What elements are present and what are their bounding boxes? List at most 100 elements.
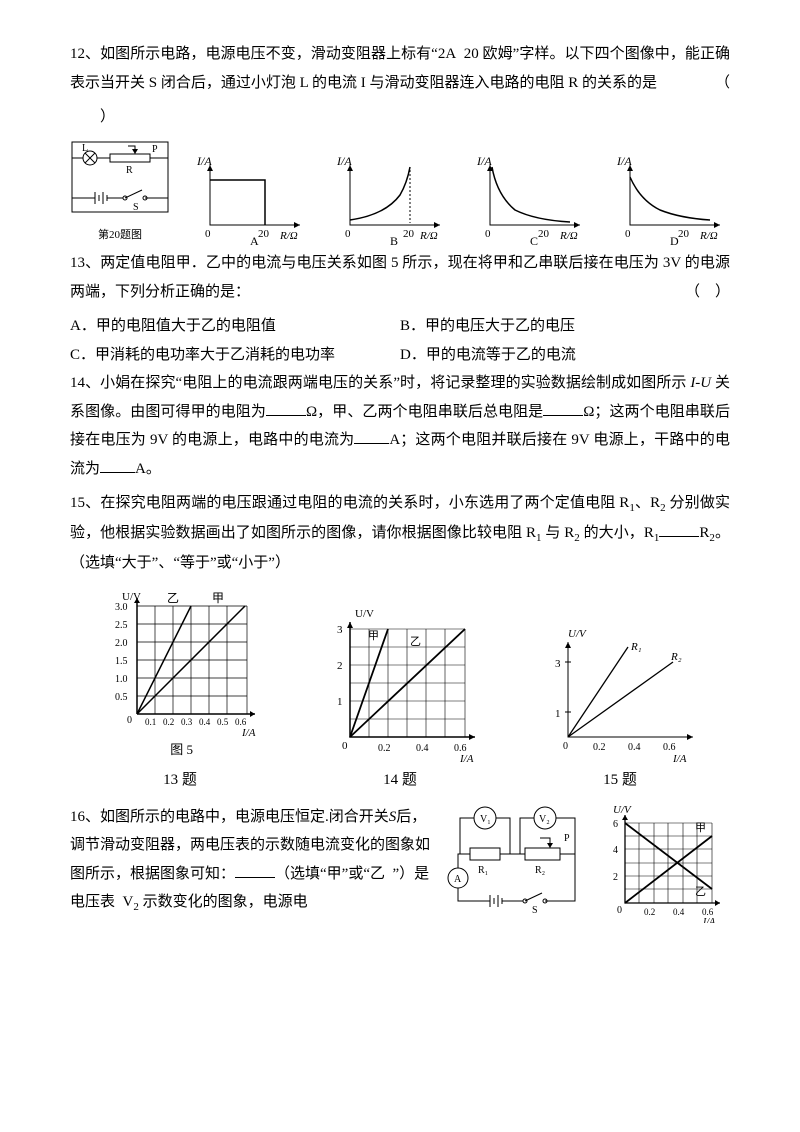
svg-text:A: A [454, 874, 462, 885]
q12-figures: L P R S 第20题图 I/A 0 20 [70, 140, 730, 246]
svg-text:0: 0 [345, 228, 351, 240]
q13-opt-b: B．甲的电压大于乙的电压 [400, 312, 730, 341]
q13-opt-d: D．甲的电流等于乙的电流 [400, 341, 730, 370]
svg-text:0: 0 [342, 740, 348, 752]
svg-text:R₁: R₁ [630, 641, 642, 653]
q12-graph-d: I/A 0 20 R/Ω D [615, 155, 730, 245]
svg-text:1.5: 1.5 [115, 656, 128, 667]
svg-text:I/A: I/A [702, 917, 716, 923]
svg-text:乙: 乙 [410, 635, 421, 648]
svg-text:0: 0 [485, 228, 491, 240]
svg-text:2.0: 2.0 [115, 638, 128, 649]
svg-text:R₂: R₂ [535, 865, 545, 876]
svg-text:0.5: 0.5 [115, 692, 128, 703]
svg-text:0: 0 [625, 228, 631, 240]
svg-text:0: 0 [205, 228, 211, 240]
svg-text:U/V: U/V [568, 628, 587, 640]
q16-circuit: V₁ V₂ R₁ P R₂ A S [440, 803, 590, 913]
svg-text:1: 1 [337, 696, 343, 708]
svg-text:0.4: 0.4 [416, 743, 429, 754]
svg-text:0.2: 0.2 [378, 743, 391, 754]
svg-text:0.4: 0.4 [628, 742, 641, 753]
svg-text:3: 3 [555, 658, 561, 670]
q13-paren: （ ） [685, 278, 730, 307]
q16-figures: V₁ V₂ R₁ P R₂ A S [440, 803, 730, 923]
svg-text:U/V: U/V [355, 608, 374, 620]
svg-text:甲: 甲 [368, 630, 379, 642]
svg-text:20: 20 [258, 228, 270, 240]
svg-text:0: 0 [563, 741, 568, 752]
q13-num: 13、 [70, 255, 100, 271]
svg-text:1: 1 [555, 708, 561, 720]
blank [543, 401, 583, 416]
svg-text:R/Ω: R/Ω [699, 230, 718, 242]
svg-text:I/A: I/A [672, 753, 687, 762]
q12-graph-a: I/A 0 20 R/Ω A [195, 155, 310, 245]
svg-text:S: S [532, 905, 538, 913]
svg-text:R/Ω: R/Ω [419, 230, 438, 242]
svg-text:R/Ω: R/Ω [559, 230, 578, 242]
svg-text:甲: 甲 [212, 591, 224, 605]
q12-graph-b: I/A 0 20 R/Ω B [335, 155, 450, 245]
svg-text:6: 6 [613, 819, 618, 830]
svg-text:P: P [564, 833, 570, 844]
blank [100, 458, 135, 473]
q12-paren: （ [715, 69, 730, 98]
q12-text: 如图所示电路，电源电压不变，滑动变阻器上标有“2A 20 欧姆”字样。以下四个图… [70, 46, 730, 91]
svg-text:0.4: 0.4 [673, 907, 685, 917]
q13-text: 两定值电阻甲．乙中的电流与电压关系如图 5 所示，现在将甲和乙串联后接在电压为 … [70, 255, 730, 300]
svg-text:0.6: 0.6 [235, 717, 247, 727]
svg-text:乙: 乙 [167, 591, 179, 605]
svg-text:0.3: 0.3 [181, 717, 193, 727]
blank [659, 522, 699, 537]
svg-text:S: S [133, 202, 139, 213]
svg-text:R₂: R₂ [670, 651, 682, 663]
svg-text:0.5: 0.5 [217, 717, 229, 727]
figures-13-14-15: U/V 乙 甲 3.0 2.5 2.0 1.5 1.0 0.5 0 0.1 [70, 588, 730, 763]
svg-text:D: D [670, 234, 679, 245]
cap-13: 13 题 [163, 766, 197, 795]
blank [354, 429, 389, 444]
svg-text:3: 3 [337, 624, 343, 636]
blank [266, 401, 306, 416]
svg-text:L: L [82, 143, 88, 154]
svg-text:I/A: I/A [459, 753, 474, 762]
q16-graph: U/V 甲 乙 6 4 2 0 0.2 0.4 0.6 I/A [600, 803, 730, 923]
svg-text:0.1: 0.1 [145, 717, 156, 727]
svg-text:U/V: U/V [613, 804, 632, 816]
svg-text:4: 4 [613, 845, 618, 856]
svg-text:0.2: 0.2 [644, 907, 655, 917]
svg-text:P: P [152, 144, 158, 155]
svg-text:A: A [250, 234, 259, 245]
fig13-caption: 图 5 [97, 738, 267, 763]
q12-graph-c: I/A 0 20 R/Ω C [475, 155, 590, 245]
q12-paren-close: ） [70, 103, 730, 132]
question-12: 12、如图所示电路，电源电压不变，滑动变阻器上标有“2A 20 欧姆”字样。以下… [70, 40, 730, 97]
svg-text:0.4: 0.4 [199, 717, 211, 727]
svg-text:2.5: 2.5 [115, 620, 128, 631]
q13-opt-c: C．甲消耗的电功率大于乙消耗的电功率 [70, 341, 400, 370]
q15-num: 15、 [70, 495, 100, 511]
svg-text:V₂: V₂ [539, 814, 550, 825]
q12-circuit-caption: 第20题图 [70, 225, 170, 246]
svg-text:1.0: 1.0 [115, 674, 128, 685]
svg-text:20: 20 [678, 228, 690, 240]
svg-text:0: 0 [127, 715, 132, 726]
cap-14: 14 题 [383, 766, 417, 795]
svg-text:R/Ω: R/Ω [279, 230, 298, 242]
question-15: 15、在探究电阻两端的电压跟通过电阻的电流的关系时，小东选用了两个定值电阻 R1… [70, 489, 730, 577]
svg-text:20: 20 [538, 228, 550, 240]
question-13: 13、两定值电阻甲．乙中的电流与电压关系如图 5 所示，现在将甲和乙串联后接在电… [70, 249, 730, 306]
svg-text:乙: 乙 [695, 885, 706, 898]
q16-text: 16、如图所示的电路中，电源电压恒定.闭合开关S后，调节滑动变阻器，两电压表的示… [70, 803, 440, 923]
fig-13: U/V 乙 甲 3.0 2.5 2.0 1.5 1.0 0.5 0 0.1 [97, 588, 267, 763]
svg-text:0.2: 0.2 [593, 742, 606, 753]
q13-opt-a: A．甲的电阻值大于乙的电阻值 [70, 312, 400, 341]
svg-text:R: R [126, 165, 133, 176]
cap-15: 15 题 [603, 766, 637, 795]
svg-text:R₁: R₁ [478, 865, 488, 876]
svg-text:B: B [390, 234, 398, 245]
svg-text:20: 20 [403, 228, 415, 240]
q14-num: 14、 [70, 375, 100, 391]
question-16: 16、如图所示的电路中，电源电压恒定.闭合开关S后，调节滑动变阻器，两电压表的示… [70, 803, 730, 923]
